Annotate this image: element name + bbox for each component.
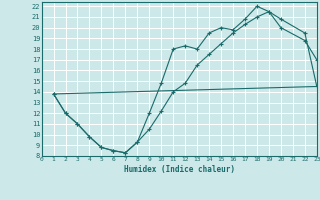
X-axis label: Humidex (Indice chaleur): Humidex (Indice chaleur) <box>124 165 235 174</box>
